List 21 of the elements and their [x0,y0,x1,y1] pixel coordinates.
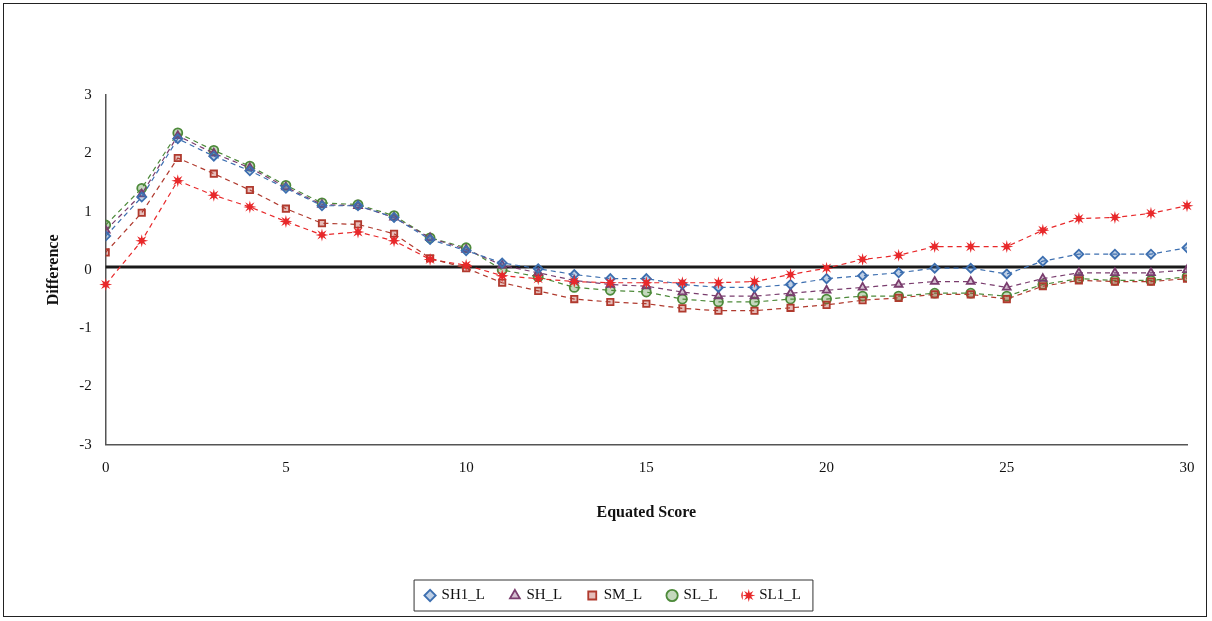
x-axis-title: Equated Score [596,502,697,521]
legend-label: SL1_L [759,586,801,603]
legend-label: SL_L [683,586,718,603]
y-tick-label: 3 [84,85,92,102]
y-tick-label: -1 [79,319,92,336]
y-axis-title: Difference [43,234,61,306]
legend-label: SH1_L [441,586,485,603]
y-tick-label: 2 [84,144,92,161]
y-tick-label: -3 [79,435,92,452]
legend-label: SH_L [526,586,563,603]
y-tick-label: 0 [84,260,92,277]
x-tick-label: 30 [1179,458,1195,475]
x-tick-label: 15 [638,458,654,475]
legend-label: SM_L [603,586,643,603]
x-tick-label: 10 [458,458,474,475]
x-tick-label: 20 [819,458,835,475]
x-tick-label: 5 [282,458,290,475]
y-tick-label: 1 [84,202,92,219]
x-tick-label: 0 [101,458,110,475]
x-tick-label: 25 [999,458,1015,475]
y-tick-label: -2 [79,377,92,394]
